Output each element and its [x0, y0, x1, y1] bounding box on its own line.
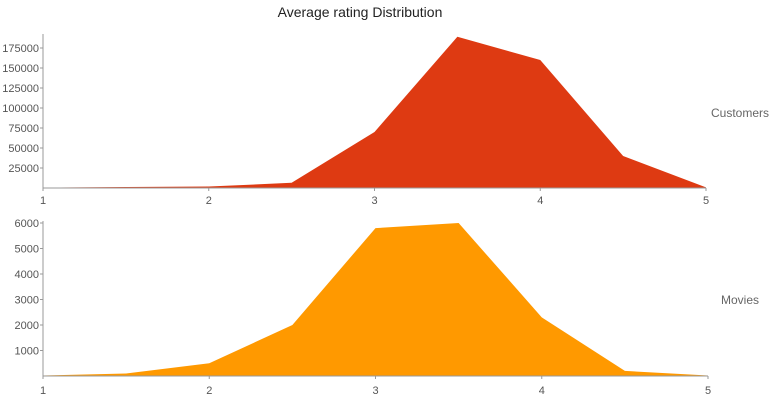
- movies-x-tick-label: 3: [372, 385, 378, 397]
- customers-y-tick-label: 50000: [8, 143, 39, 155]
- movies-x-tick-label: 5: [705, 385, 711, 397]
- customers-y-tick-label: 150000: [2, 63, 39, 75]
- movies-y-tick-label: 6000: [15, 218, 39, 230]
- movies-y-tick-label: 5000: [15, 244, 39, 256]
- customers-x-tick-label: 4: [537, 195, 543, 207]
- movies-y-tick-label: 2000: [15, 320, 39, 332]
- movies-area: [43, 223, 708, 376]
- customers-panel: 25000 50000 75000 100000 125000 150000 175000 1…: [2, 34, 769, 207]
- movies-x-tick-label: 1: [40, 385, 46, 397]
- movies-y-tick-label: 1000: [15, 346, 39, 358]
- movies-series-label: Movies: [721, 293, 759, 307]
- customers-y-tick-label: 175000: [2, 43, 39, 55]
- customers-y-tick-label: 100000: [2, 103, 39, 115]
- chart-title: Average rating Distribution: [278, 4, 443, 20]
- movies-y-tick-label: 4000: [15, 269, 39, 281]
- customers-x-tick-label: 2: [206, 195, 212, 207]
- movies-y-tick-label: 3000: [15, 295, 39, 307]
- customers-series-label: Customers: [711, 106, 769, 120]
- customers-x-tick-label: 5: [703, 195, 709, 207]
- customers-x-tick-label: 1: [40, 195, 46, 207]
- customers-y-tick-label: 75000: [8, 123, 39, 135]
- customers-area: [43, 36, 706, 188]
- customers-x-tick-label: 3: [371, 195, 377, 207]
- movies-x-tick-label: 4: [539, 385, 545, 397]
- customers-y-tick-label: 25000: [8, 163, 39, 175]
- customers-y-tick-label: 125000: [2, 83, 39, 95]
- movies-x-tick-label: 2: [206, 385, 212, 397]
- movies-panel: 1000 2000 3000 4000 5000 6000 1 2 3 4 5 Movies: [15, 218, 759, 397]
